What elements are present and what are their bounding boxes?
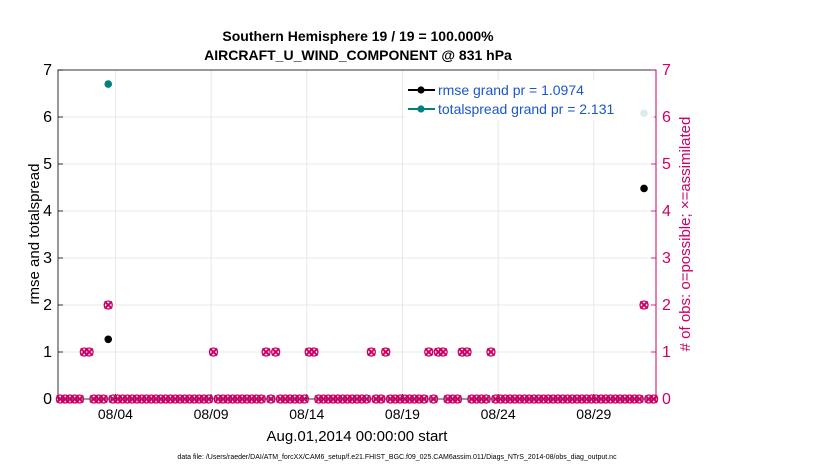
obs-possible-point <box>98 394 109 404</box>
totalspread-point <box>104 80 113 88</box>
legend-label-totalspread: totalspread grand pr = 2.131 <box>438 101 615 117</box>
y-tick-label-right: 6 <box>662 109 671 126</box>
chart-title-line1: Southern Hemisphere 19 / 19 = 100.000% <box>222 28 494 44</box>
obs-assimilated-point <box>362 394 371 404</box>
plot-area <box>58 70 656 399</box>
obs-assimilated-point <box>84 347 94 357</box>
obs-assimilated-point <box>261 347 271 357</box>
x-tick-label: 08/14 <box>289 406 324 422</box>
y-tick-label-left: 4 <box>43 203 52 220</box>
obs-possible-point <box>424 347 434 357</box>
obs-possible-point <box>438 347 448 357</box>
obs-assimilated-point <box>649 394 658 404</box>
y-tick-label-right: 5 <box>662 156 671 173</box>
obs-possible-point <box>419 394 429 404</box>
obs-assimilated-point <box>103 300 113 310</box>
y-tick-label-right: 4 <box>662 203 671 220</box>
obs-possible-point <box>381 347 391 357</box>
x-axis: 08/04 08/09 08/14 08/19 08/24 08/29 <box>98 394 612 422</box>
obs-assimilated-point <box>266 394 276 404</box>
x-tick-label: 08/24 <box>481 406 516 422</box>
obs-possible-point <box>103 300 113 310</box>
obs-possible-point <box>481 394 491 404</box>
y-tick-label-right: 7 <box>662 62 671 79</box>
obs-possible-point <box>271 347 281 357</box>
obs-assimilated-point <box>639 300 649 310</box>
x-tick-label: 08/29 <box>576 406 611 422</box>
y-tick-label-left: 3 <box>43 250 52 267</box>
obs-assimilated-point <box>481 394 491 404</box>
rmse-point <box>104 335 113 344</box>
obs-assimilated-point <box>75 394 84 404</box>
obs-possible-point <box>366 347 377 357</box>
y-tick-label-right: 0 <box>662 391 671 408</box>
obs-possible-point <box>266 394 276 404</box>
obs-assimilated-point <box>381 347 391 357</box>
obs-possible-point <box>648 394 659 404</box>
obs-possible-point <box>452 394 463 404</box>
y-tick-label-left: 5 <box>43 156 52 173</box>
obs-assimilated-point <box>376 394 386 404</box>
obs-assimilated-point <box>438 347 448 357</box>
chart-title-line2: AIRCRAFT_U_WIND_COMPONENT @ 831 hPa <box>204 47 512 63</box>
obs-assimilated-point <box>300 394 309 404</box>
y-tick-label-right: 2 <box>662 297 671 314</box>
obs-possible-point <box>309 347 319 357</box>
obs-assimilated-point <box>462 347 472 357</box>
y-tick-label-right: 3 <box>662 250 671 267</box>
obs-assimilated-point <box>367 347 376 357</box>
obs-possible-point <box>84 347 94 357</box>
obs-possible-point <box>208 347 219 357</box>
obs-assimilated-point <box>419 394 429 404</box>
y-tick-label-left: 0 <box>43 391 52 408</box>
obs-assimilated-point <box>486 347 496 357</box>
y-tick-label-right: 1 <box>662 344 671 361</box>
obs-possible-point <box>428 394 439 404</box>
obs-assimilated-point <box>453 394 462 404</box>
y-tick-label-left: 2 <box>43 297 52 314</box>
legend-marker-totalspread <box>417 105 425 113</box>
legend-box <box>405 80 654 120</box>
x-tick-label: 08/04 <box>98 406 133 422</box>
obs-assimilated-point <box>204 394 214 404</box>
obs-assimilated-point <box>271 347 280 357</box>
obs-assimilated-point <box>429 394 438 404</box>
obs-assimilated-point <box>309 347 319 357</box>
y-tick-label-left: 6 <box>43 109 52 126</box>
rmse-point <box>640 184 648 193</box>
legend: rmse grand pr = 1.0974 totalspread grand… <box>405 80 654 120</box>
obs-possible-point <box>462 347 472 357</box>
x-axis-label: Aug.01,2014 00:00:00 start <box>267 428 449 445</box>
obs-possible-point <box>486 347 496 357</box>
obs-possible-point <box>204 394 214 404</box>
legend-label-rmse: rmse grand pr = 1.0974 <box>438 82 584 98</box>
obs-possible-point <box>634 394 644 404</box>
left-axis: 0 1 2 3 4 5 6 7 <box>43 62 63 408</box>
obs-assimilated-point <box>424 347 434 357</box>
y-tick-label-left: 1 <box>43 344 52 361</box>
obs-count-series <box>55 300 659 404</box>
obs-possible-point <box>376 394 386 404</box>
obs-possible-point <box>299 394 310 404</box>
y-axis-label-left: rmse and totalspread <box>26 164 43 305</box>
obs-possible-point <box>261 347 271 357</box>
obs-possible-point <box>361 394 372 404</box>
obs-possible-point <box>256 394 266 404</box>
grid <box>58 70 656 399</box>
obs-possible-point <box>639 300 649 310</box>
legend-marker-rmse <box>417 86 425 94</box>
obs-assimilated-point <box>99 394 108 404</box>
x-tick-label: 08/09 <box>194 406 229 422</box>
x-tick-label: 08/19 <box>385 406 420 422</box>
right-axis: 0 1 2 3 4 5 6 7 <box>651 62 671 408</box>
y-axis-label-right: # of obs: o=possible; ×=assimilated <box>677 117 694 352</box>
y-tick-label-left: 7 <box>43 62 52 79</box>
data-file-footer: data file: /Users/raeder/DAI/ATM_forcXX/… <box>177 454 617 461</box>
obs-possible-point <box>74 394 85 404</box>
obs-assimilated-point <box>209 347 218 357</box>
obs-assimilated-point <box>634 394 644 404</box>
obs-assimilated-point <box>257 394 266 404</box>
